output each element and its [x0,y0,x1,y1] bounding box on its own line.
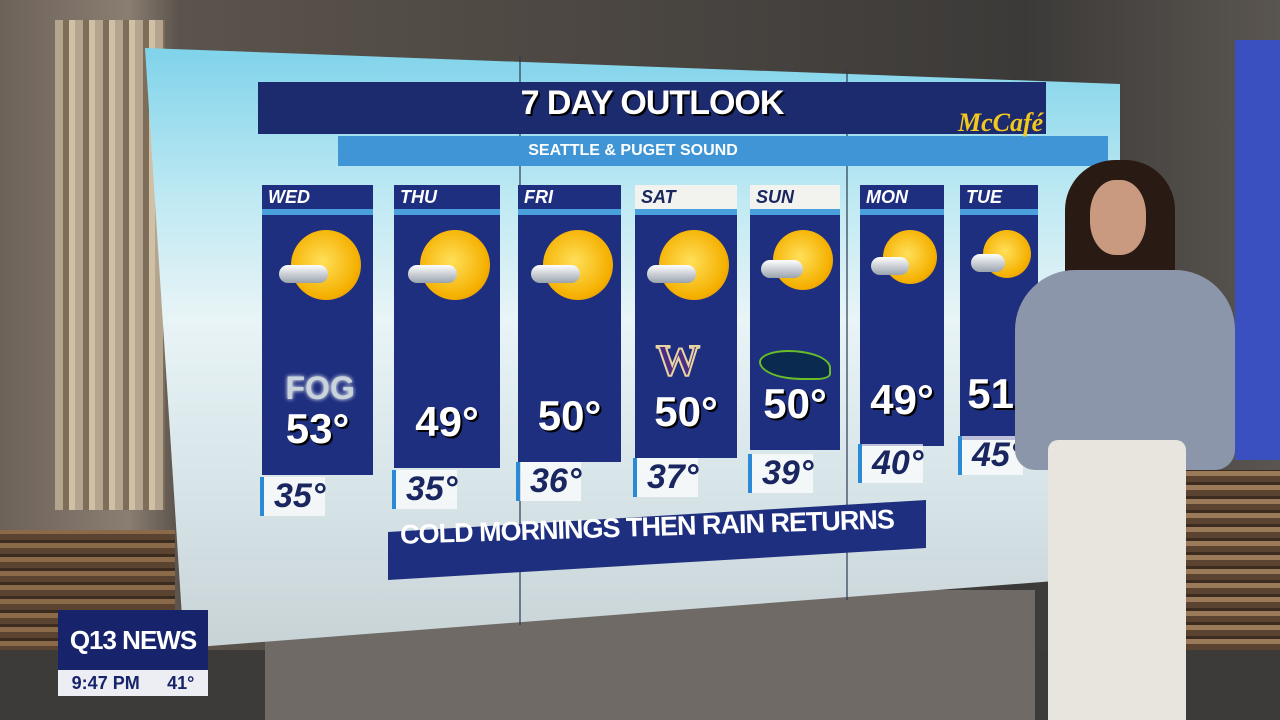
station-logo: Q13 NEWS [58,610,208,670]
wood-wall-right [1180,470,1280,650]
high-temp: 50° [654,388,718,435]
low-temp: 35° [260,477,326,516]
high-temp: 50° [537,392,602,439]
day-accent-bar [262,209,373,215]
day-column-thu: THU 49° [394,185,500,468]
high-temp: 49° [415,398,479,445]
day-column-wed: WED FOG 53° [262,185,373,475]
side-screen [1235,40,1280,460]
low-temp: 45° [958,436,1024,475]
day-accent-bar [518,209,621,215]
sponsor-logo: McCafé [958,108,1044,137]
low-temp: 37° [633,458,699,497]
low-temp: 39° [748,454,814,493]
forecast-subtitle: SEATTLE & PUGET SOUND [528,142,738,159]
day-column-mon: MON 49° [860,185,944,446]
low-temp: 36° [516,462,582,501]
day-accent-bar [635,209,737,215]
low-temp: 35° [392,470,458,509]
day-column-fri: FRI 50° [518,185,621,462]
fog-label: FOG [285,370,355,406]
day-label: THU [400,187,437,207]
uw-huskies-logo: W [655,335,701,386]
day-accent-bar [750,209,840,215]
day-label: WED [268,187,310,207]
high-temp: 53° [285,405,350,452]
day-column-sun: SUN 50° [750,185,840,450]
high-temp: 49° [870,376,934,423]
presenter-face [1090,180,1146,255]
high-temp: 50° [763,380,827,427]
low-temp: 40° [858,444,924,483]
current-temp: 41° [167,673,195,693]
presenter-skirt [1048,440,1186,720]
title-bar [258,82,1046,134]
subtitle-bar [338,136,1108,166]
wave-wall-panel [55,20,165,510]
seahawks-logo [759,350,831,380]
forecast-title: 7 DAY OUTLOOK [520,84,785,122]
day-label: MON [866,187,908,207]
day-label: FRI [524,187,553,207]
day-label: SAT [635,185,737,209]
day-column-sat: SAT W 50° [635,185,737,458]
day-accent-bar [860,209,944,215]
day-label: TUE [966,187,1002,207]
presenter [1015,270,1235,470]
clock: 9:47 PM [71,673,140,693]
day-accent-bar [960,209,1038,215]
screen-seam [846,70,848,600]
lower-third: Q13 NEWS 9:47 PM 41° [58,610,208,696]
day-label: SUN [750,185,840,209]
day-accent-bar [394,209,500,215]
